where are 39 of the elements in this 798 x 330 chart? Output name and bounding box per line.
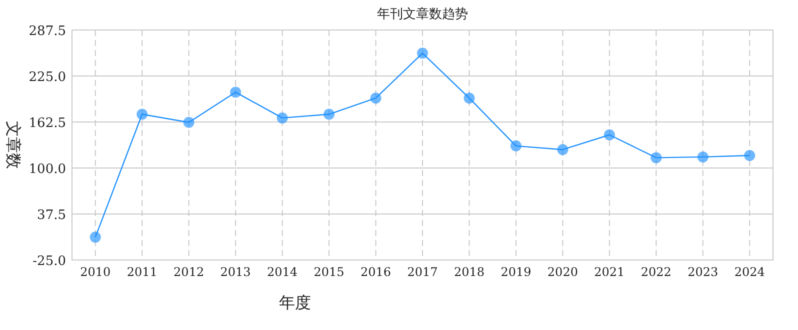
- y-tick-label: 37.5: [37, 208, 66, 223]
- point: [276, 112, 288, 124]
- x-tick-label: 2020: [547, 265, 578, 279]
- y-tick-label: 162.5: [28, 116, 66, 131]
- point: [650, 152, 662, 164]
- point: [90, 232, 101, 243]
- x-tick-label: 2023: [688, 265, 718, 279]
- point: [370, 92, 382, 104]
- x-axis-title: 年度: [279, 293, 311, 312]
- x-tick-label: 2024: [734, 265, 766, 279]
- x-tick-label: 2015: [314, 265, 344, 279]
- y-tick-label: 100.0: [28, 162, 66, 177]
- x-tick-label: 2018: [454, 265, 485, 279]
- x-tick-label: 2022: [640, 265, 672, 279]
- point: [744, 150, 756, 161]
- point: [464, 92, 475, 104]
- point: [136, 108, 148, 120]
- y-tick-label: 287.5: [28, 24, 66, 39]
- x-tick-label: 2013: [220, 265, 251, 279]
- chart-title: 年刊文章数趋势: [377, 7, 468, 22]
- point: [417, 48, 428, 59]
- x-tick-label: 2017: [407, 265, 438, 279]
- point: [183, 116, 194, 128]
- point: [697, 151, 708, 162]
- point: [510, 140, 522, 152]
- x-tick-label: 2019: [500, 265, 532, 279]
- point: [557, 144, 568, 156]
- x-tick-label: 2011: [126, 265, 158, 279]
- x-tick-label: 2012: [174, 265, 204, 279]
- y-tick-label: 225.0: [28, 70, 66, 85]
- x-tick-label: 2014: [267, 265, 298, 279]
- x-tick-label: 2021: [594, 265, 625, 279]
- point: [230, 86, 242, 98]
- x-tick-label: 2016: [360, 265, 392, 279]
- point: [324, 108, 335, 120]
- y-tick-label: -25.0: [32, 254, 66, 269]
- point: [604, 129, 615, 140]
- y-axis-title: 文章数: [4, 121, 23, 169]
- x-tick-label: 2010: [80, 265, 111, 279]
